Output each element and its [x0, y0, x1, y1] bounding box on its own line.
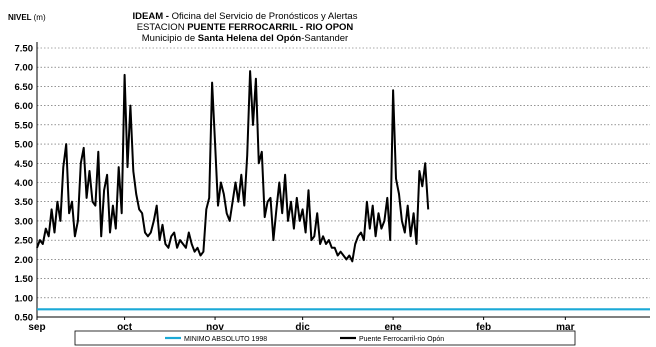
y-tick-label: 3.50	[15, 197, 34, 208]
y-axis-label: NIVEL (m)	[8, 13, 46, 22]
y-tick-labels: 7.50 7.00 6.50 6.00 5.50 5.00 4.50 4.00 3.50 3.00…	[15, 44, 34, 324]
y-tick-label: 7.00	[15, 63, 34, 74]
y-tick-label: 2.00	[15, 255, 34, 266]
x-tick-label: sep	[28, 322, 45, 333]
x-tick-label: oct	[117, 322, 133, 333]
y-tick-label: 2.50	[15, 236, 34, 247]
title-part: Santa Helena del Opón	[198, 33, 302, 44]
series-puente-ferrocarril-line	[36, 70, 430, 263]
x-tick-label: dic	[295, 322, 310, 333]
chart-title: IDEAM - Oficina del Servicio de Pronósti…	[133, 11, 358, 44]
y-tick-label: 1.50	[15, 274, 34, 285]
x-tick-label: ene	[385, 322, 403, 333]
y-tick-label: 4.00	[15, 178, 34, 189]
y-tick-label: 5.50	[15, 120, 34, 131]
title-part: ESTACION	[137, 22, 188, 33]
title-line: ESTACION PUENTE FERROCARRIL - RIO OPON	[137, 22, 354, 33]
title-line: Municipio de Santa Helena del Opón-Santa…	[142, 33, 348, 44]
series-layer	[36, 70, 650, 311]
y-tick-label: 0.50	[15, 313, 34, 324]
y-tick-label: 4.50	[15, 159, 34, 170]
gridlines	[37, 47, 650, 299]
x-tick-label: mar	[556, 322, 574, 333]
y-tick-label: 5.00	[15, 140, 34, 151]
legend: MINIMO ABSOLUTO 1998 Puente Ferrocarril-r…	[74, 330, 576, 346]
y-tick-label: 6.50	[15, 82, 34, 93]
y-axis-label-text: NIVEL (m)	[8, 13, 46, 22]
legend-box	[74, 330, 576, 346]
y-tick-label: 3.00	[15, 216, 34, 227]
x-tick-label: nov	[206, 322, 224, 333]
title-part: PUENTE FERROCARRIL - RIO OPON	[187, 22, 353, 33]
y-axis-label-unit: (m)	[34, 13, 46, 22]
x-tick-label: feb	[476, 322, 491, 333]
legend-label: MINIMO ABSOLUTO 1998	[184, 336, 267, 343]
y-axis-label-name: NIVEL	[8, 13, 34, 22]
legend-label: Puente Ferrocarril-rio Opón	[359, 336, 444, 343]
title-part: IDEAM -	[133, 11, 172, 22]
title-line: IDEAM - Oficina del Servicio de Pronósti…	[133, 11, 358, 22]
title-part: Municipio de	[142, 33, 198, 44]
y-tick-label: 6.00	[15, 101, 34, 112]
title-part: Oficina del Servicio de Pronósticos y Al…	[172, 11, 358, 22]
y-tick-label: 7.50	[15, 44, 34, 55]
title-part: -Santander	[301, 33, 348, 44]
y-tick-label: 1.00	[15, 293, 34, 304]
